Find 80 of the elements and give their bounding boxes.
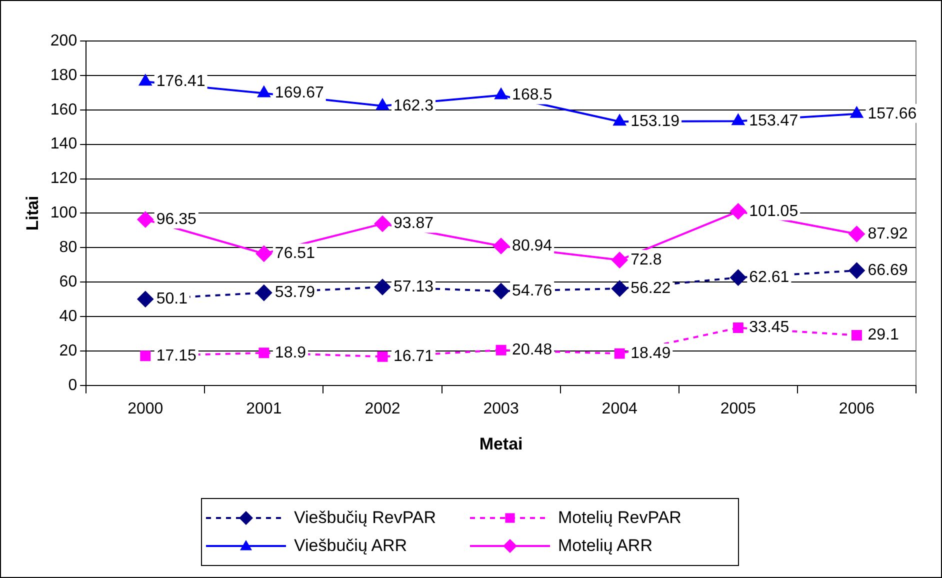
y-tick-label: 140 xyxy=(50,136,78,153)
point xyxy=(614,348,625,359)
data-label: 54.76 xyxy=(512,282,552,300)
y-tick-label: 60 xyxy=(59,273,78,290)
point xyxy=(613,114,626,126)
legend-label: Viešbučių RevPAR xyxy=(294,508,436,528)
data-label: 29.1 xyxy=(868,326,899,344)
point xyxy=(493,283,510,300)
x-tick-label: 2002 xyxy=(364,400,400,418)
y-axis-title: Litai xyxy=(22,196,42,231)
data-label: 168.5 xyxy=(512,86,552,104)
point xyxy=(732,114,744,126)
data-label: 162.3 xyxy=(393,97,434,114)
data-label: 80.94 xyxy=(512,237,552,254)
y-tick-label: 80 xyxy=(59,239,78,256)
y-tick-label: 20 xyxy=(59,342,78,360)
y-tick-label: 200 xyxy=(50,32,78,50)
data-label: 157.66 xyxy=(868,105,917,122)
point xyxy=(730,203,746,220)
point xyxy=(137,291,154,308)
point xyxy=(612,252,628,268)
data-label: 33.45 xyxy=(749,319,790,336)
point xyxy=(850,106,863,118)
data-label: 18.9 xyxy=(274,344,306,362)
point xyxy=(494,88,508,100)
data-label: 62.61 xyxy=(749,268,790,286)
data-label: 176.41 xyxy=(156,73,206,90)
data-label: 17.15 xyxy=(156,347,197,364)
data-label: 153.47 xyxy=(749,112,798,130)
data-label: 96.35 xyxy=(156,210,197,228)
point xyxy=(137,211,154,228)
point xyxy=(730,270,746,286)
y-tick-label: 40 xyxy=(59,308,78,325)
point xyxy=(139,74,152,86)
data-label: 76.51 xyxy=(274,245,316,262)
legend-label: Viešbučių ARR xyxy=(294,536,408,556)
point xyxy=(612,280,628,297)
point xyxy=(496,344,506,356)
point xyxy=(374,216,390,232)
data-label: 169.67 xyxy=(274,84,324,102)
point xyxy=(732,322,744,334)
x-tick-label: 2000 xyxy=(128,400,164,418)
x-tick-label: 2004 xyxy=(602,400,638,418)
data-label: 16.71 xyxy=(393,348,434,366)
point xyxy=(848,226,865,242)
data-label: 66.69 xyxy=(868,262,908,279)
x-axis-title: Metai xyxy=(479,434,523,454)
x-tick-label: 2005 xyxy=(720,400,756,418)
data-label: 72.8 xyxy=(630,251,662,268)
point xyxy=(258,86,270,98)
data-label: 18.49 xyxy=(630,344,671,362)
point xyxy=(851,330,862,341)
x-tick-label: 2003 xyxy=(483,400,519,418)
y-tick-label: 100 xyxy=(50,204,78,222)
point xyxy=(258,348,270,358)
data-label: 93.87 xyxy=(393,215,434,232)
data-label: 56.22 xyxy=(630,280,671,297)
data-label: 57.13 xyxy=(393,278,434,296)
data-label: 53.79 xyxy=(274,284,316,302)
data-label: 153.19 xyxy=(630,113,680,130)
point xyxy=(376,98,389,110)
x-tick-label: 2001 xyxy=(246,400,282,418)
point xyxy=(374,279,390,296)
legend-label: Motelių RevPAR xyxy=(558,508,682,528)
y-tick-label: 0 xyxy=(68,376,78,394)
data-label: 101.05 xyxy=(749,202,798,220)
point xyxy=(848,262,865,279)
data-label: 50.1 xyxy=(156,290,188,308)
y-tick-label: 120 xyxy=(50,170,78,188)
point xyxy=(256,284,272,301)
y-tick-label: 180 xyxy=(50,66,78,84)
y-tick-label: 160 xyxy=(50,101,78,118)
data-label: 20.48 xyxy=(512,342,552,359)
point xyxy=(493,238,510,254)
point xyxy=(140,350,151,362)
data-label: 87.92 xyxy=(868,225,908,242)
x-tick-label: 2006 xyxy=(838,400,875,418)
point xyxy=(256,246,272,262)
legend-label: Motelių ARR xyxy=(558,536,652,556)
point xyxy=(377,351,388,362)
